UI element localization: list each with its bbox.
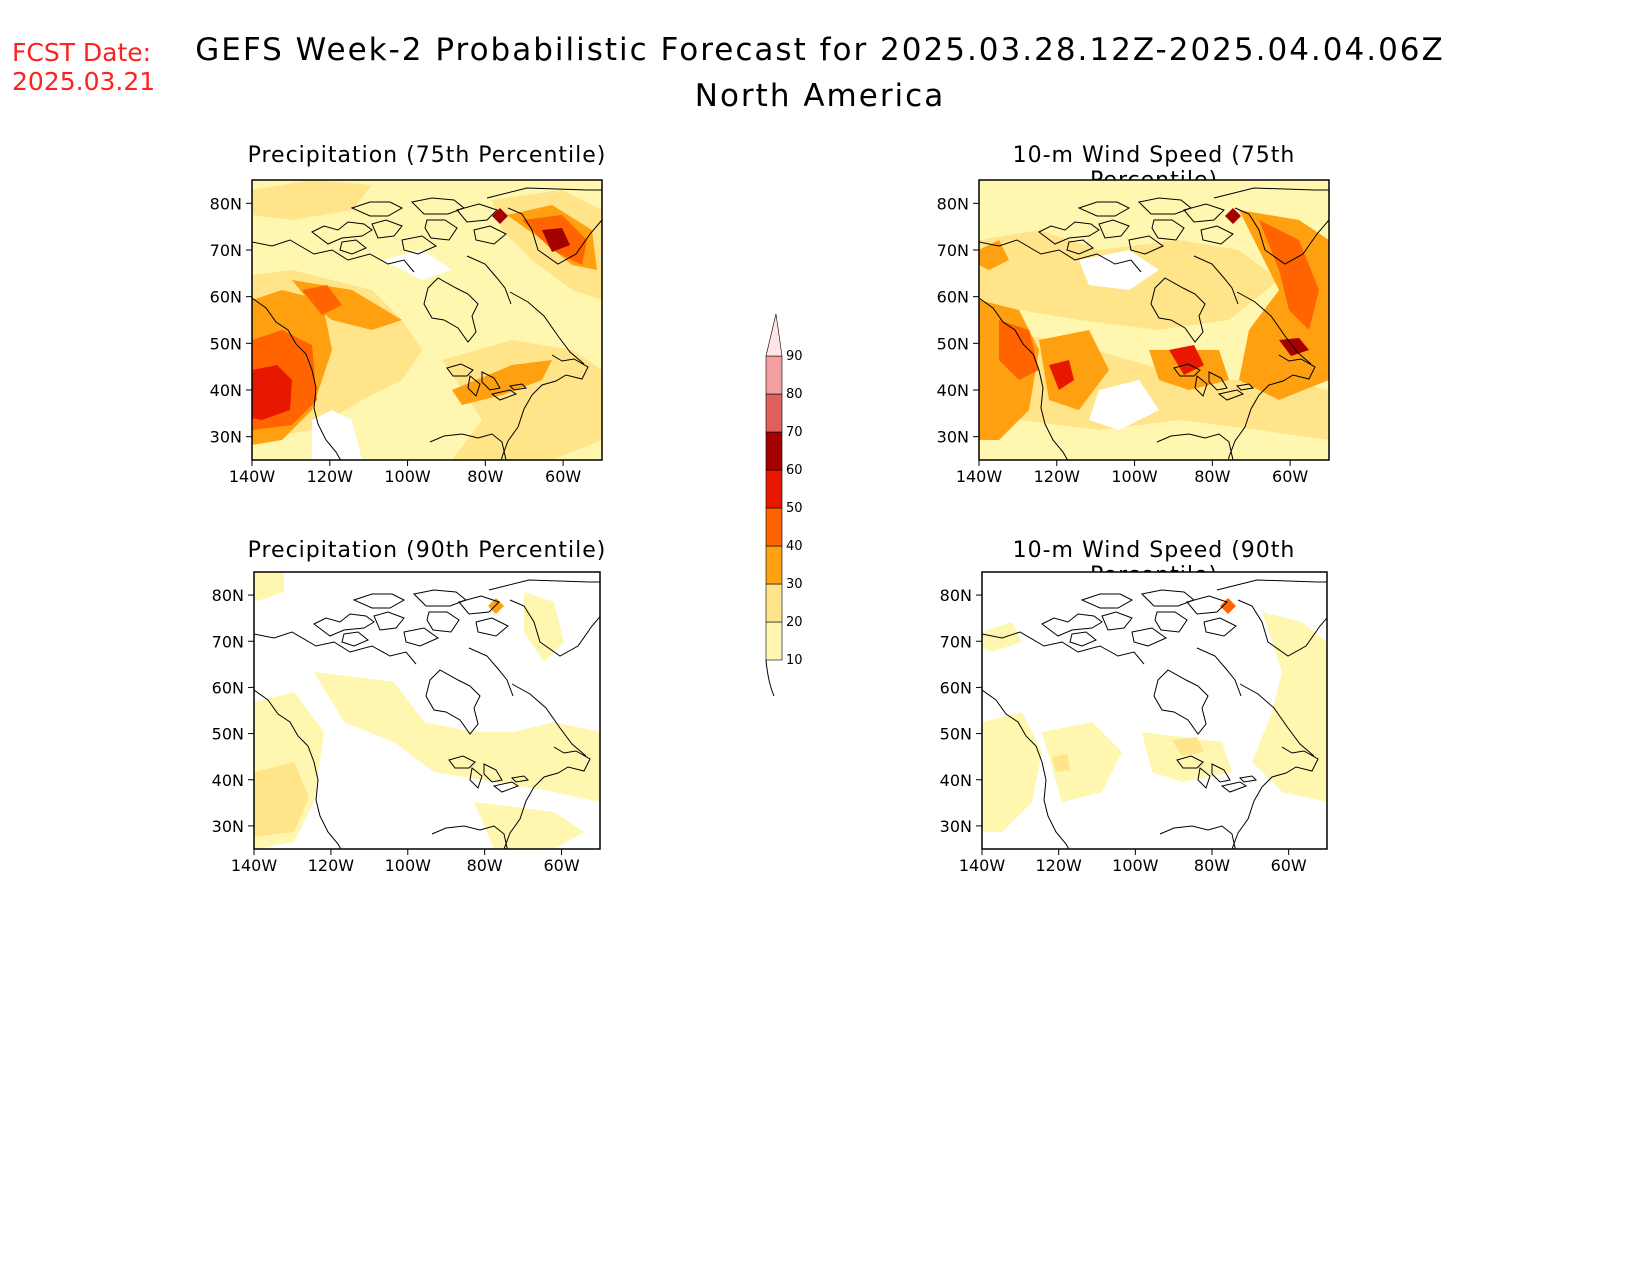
map-panel-precip-90 <box>253 571 601 850</box>
panel-title-precip-75: Precipitation (75th Percentile) <box>247 143 607 168</box>
longitude-tick-labels: 140W 120W 100W 80W 60W 140W 120W 100W 80W 60W 140W… <box>229 460 1308 875</box>
lat-tick-label: 70N <box>937 241 969 260</box>
lat-tick-label: 40N <box>212 771 244 790</box>
lat-tick-label: 50N <box>212 725 244 744</box>
lon-tick-label: 140W <box>959 856 1006 875</box>
latitude-tick-labels: 80N 70N 60N 50N 40N 30N 80N 70N 60N 50N 40N 30N 80N 7… <box>210 194 982 836</box>
page-subtitle: North America <box>694 78 946 114</box>
lat-tick-label: 30N <box>937 428 969 447</box>
colorbar-label: 70 <box>786 425 803 440</box>
lon-tick-label: 120W <box>308 856 355 875</box>
forecast-date-value: 2025.03.21 <box>12 67 156 96</box>
lon-tick-label: 100W <box>1111 467 1158 486</box>
lon-tick-label: 60W <box>543 856 579 875</box>
lat-tick-label: 60N <box>212 678 244 697</box>
lat-tick-label: 80N <box>940 586 972 605</box>
lon-tick-label: 140W <box>956 467 1003 486</box>
lat-tick-label: 50N <box>937 334 969 353</box>
colorbar-segment <box>765 507 783 547</box>
lon-tick-label: 100W <box>384 467 431 486</box>
colorbar-cap <box>765 659 775 697</box>
colorbar-label: 40 <box>786 539 803 554</box>
colorbar-label: 90 <box>786 349 803 364</box>
lat-tick-label: 70N <box>212 632 244 651</box>
lon-tick-label: 140W <box>229 467 276 486</box>
map-panel-precip-75 <box>251 179 603 461</box>
lon-tick-label: 80W <box>1194 467 1230 486</box>
lat-tick-label: 70N <box>940 632 972 651</box>
forecast-date-label: FCST Date: <box>12 38 152 67</box>
lat-tick-label: 80N <box>210 194 242 213</box>
lat-tick-label: 40N <box>940 771 972 790</box>
lat-tick-label: 50N <box>210 334 242 353</box>
colorbar-segment <box>765 621 783 661</box>
panel-title-wind-75: 10-m Wind Speed (75th Percentile) <box>1012 143 1296 193</box>
lon-tick-label: 60W <box>545 467 581 486</box>
lon-tick-label: 60W <box>1272 467 1308 486</box>
lon-tick-label: 120W <box>307 467 354 486</box>
map-panel-wind-90 <box>981 571 1328 850</box>
lon-tick-label: 80W <box>467 856 503 875</box>
lat-tick-label: 40N <box>937 381 969 400</box>
lon-tick-label: 100W <box>385 856 432 875</box>
lat-tick-label: 30N <box>212 817 244 836</box>
colorbar-segment <box>765 545 783 585</box>
colorbar-segment <box>765 431 783 471</box>
colorbar-label: 80 <box>786 387 803 402</box>
colorbar: 10 20 30 40 50 60 70 80 90 <box>765 313 803 697</box>
lat-tick-label: 40N <box>210 381 242 400</box>
lat-tick-label: 30N <box>210 428 242 447</box>
lat-tick-label: 60N <box>940 678 972 697</box>
lon-tick-label: 80W <box>1194 856 1230 875</box>
lat-tick-label: 30N <box>940 817 972 836</box>
lat-tick-label: 50N <box>940 725 972 744</box>
colorbar-segment <box>765 393 783 433</box>
lat-tick-label: 80N <box>212 586 244 605</box>
colorbar-label: 30 <box>786 577 803 592</box>
colorbar-segment <box>765 313 783 357</box>
lon-tick-label: 100W <box>1112 856 1159 875</box>
lon-tick-label: 140W <box>231 856 278 875</box>
lat-tick-label: 80N <box>937 194 969 213</box>
lon-tick-label: 80W <box>467 467 503 486</box>
colorbar-label: 10 <box>786 653 803 668</box>
lon-tick-label: 120W <box>1035 856 1082 875</box>
colorbar-label: 50 <box>786 501 803 516</box>
colorbar-segment <box>765 469 783 509</box>
lat-tick-label: 60N <box>937 288 969 307</box>
lon-tick-label: 60W <box>1271 856 1307 875</box>
lon-tick-label: 120W <box>1034 467 1081 486</box>
panel-title-precip-90: Precipitation (90th Percentile) <box>247 538 607 563</box>
lat-tick-label: 70N <box>210 241 242 260</box>
colorbar-segment <box>765 355 783 395</box>
forecast-date-block: FCST Date: 2025.03.21 <box>12 38 155 96</box>
colorbar-label: 20 <box>786 615 803 630</box>
page-title: GEFS Week-2 Probabilistic Forecast for 2… <box>195 32 1445 68</box>
colorbar-segment <box>765 583 783 623</box>
lat-tick-label: 60N <box>210 288 242 307</box>
colorbar-label: 60 <box>786 463 803 478</box>
map-panel-wind-75 <box>978 179 1330 461</box>
